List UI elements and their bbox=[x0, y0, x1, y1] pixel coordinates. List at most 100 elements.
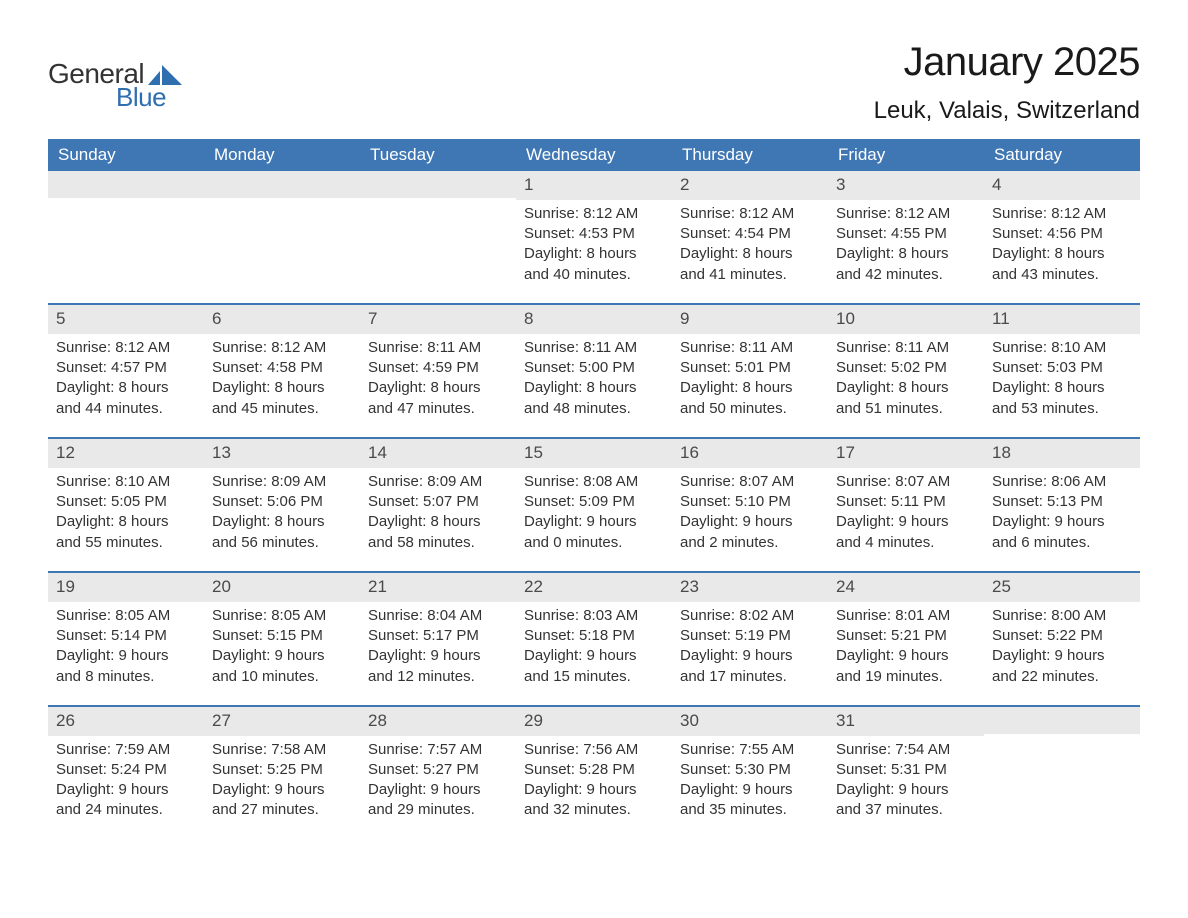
day-cell: 4Sunrise: 8:12 AMSunset: 4:56 PMDaylight… bbox=[984, 171, 1140, 303]
sunrise-line: Sunrise: 7:57 AM bbox=[368, 740, 508, 760]
sunrise-line: Sunrise: 8:12 AM bbox=[680, 204, 820, 224]
sunset-line: Sunset: 5:30 PM bbox=[680, 760, 820, 780]
sunrise-line: Sunrise: 8:09 AM bbox=[368, 472, 508, 492]
weekday-header: Friday bbox=[828, 139, 984, 171]
day-cell: 20Sunrise: 8:05 AMSunset: 5:15 PMDayligh… bbox=[204, 573, 360, 705]
day-cell: 25Sunrise: 8:00 AMSunset: 5:22 PMDayligh… bbox=[984, 573, 1140, 705]
day-cell: 7Sunrise: 8:11 AMSunset: 4:59 PMDaylight… bbox=[360, 305, 516, 437]
day-number: 14 bbox=[360, 439, 516, 468]
logo: General Blue bbox=[48, 40, 182, 113]
day-number: 6 bbox=[204, 305, 360, 334]
day-body: Sunrise: 8:00 AMSunset: 5:22 PMDaylight:… bbox=[984, 602, 1140, 705]
sunrise-line: Sunrise: 8:12 AM bbox=[212, 338, 352, 358]
sunrise-line: Sunrise: 8:07 AM bbox=[836, 472, 976, 492]
weekday-header: Saturday bbox=[984, 139, 1140, 171]
day-body: Sunrise: 8:11 AMSunset: 5:02 PMDaylight:… bbox=[828, 334, 984, 437]
page-title: January 2025 bbox=[874, 40, 1140, 85]
day-body: Sunrise: 8:05 AMSunset: 5:14 PMDaylight:… bbox=[48, 602, 204, 705]
daylight-line: Daylight: 8 hours and 45 minutes. bbox=[212, 378, 352, 419]
day-body: Sunrise: 8:10 AMSunset: 5:03 PMDaylight:… bbox=[984, 334, 1140, 437]
daylight-line: Daylight: 9 hours and 15 minutes. bbox=[524, 646, 664, 687]
sunset-line: Sunset: 5:19 PM bbox=[680, 626, 820, 646]
sunset-line: Sunset: 5:03 PM bbox=[992, 358, 1132, 378]
daylight-line: Daylight: 9 hours and 29 minutes. bbox=[368, 780, 508, 821]
day-number: 22 bbox=[516, 573, 672, 602]
day-number bbox=[360, 171, 516, 198]
sunset-line: Sunset: 4:58 PM bbox=[212, 358, 352, 378]
day-number bbox=[204, 171, 360, 198]
day-number: 8 bbox=[516, 305, 672, 334]
daylight-line: Daylight: 9 hours and 4 minutes. bbox=[836, 512, 976, 553]
sunrise-line: Sunrise: 8:11 AM bbox=[836, 338, 976, 358]
weekday-header: Sunday bbox=[48, 139, 204, 171]
day-cell: 1Sunrise: 8:12 AMSunset: 4:53 PMDaylight… bbox=[516, 171, 672, 303]
day-number: 18 bbox=[984, 439, 1140, 468]
weekday-header: Tuesday bbox=[360, 139, 516, 171]
daylight-line: Daylight: 9 hours and 32 minutes. bbox=[524, 780, 664, 821]
day-number: 13 bbox=[204, 439, 360, 468]
sunrise-line: Sunrise: 8:09 AM bbox=[212, 472, 352, 492]
daylight-line: Daylight: 9 hours and 2 minutes. bbox=[680, 512, 820, 553]
sunset-line: Sunset: 4:57 PM bbox=[56, 358, 196, 378]
sunset-line: Sunset: 4:59 PM bbox=[368, 358, 508, 378]
day-body: Sunrise: 7:58 AMSunset: 5:25 PMDaylight:… bbox=[204, 736, 360, 839]
sunrise-line: Sunrise: 7:56 AM bbox=[524, 740, 664, 760]
day-cell: 30 Sunrise: 7:55 AMSunset: 5:30 PMDayligh… bbox=[672, 707, 828, 839]
day-cell: 21Sunrise: 8:04 AMSunset: 5:17 PMDayligh… bbox=[360, 573, 516, 705]
sunrise-line: Sunrise: 7:55 AM bbox=[680, 740, 820, 760]
day-body: Sunrise: 8:06 AMSunset: 5:13 PMDaylight:… bbox=[984, 468, 1140, 571]
day-body: Sunrise: 7:59 AMSunset: 5:24 PMDaylight:… bbox=[48, 736, 204, 839]
day-cell: 12Sunrise: 8:10 AMSunset: 5:05 PMDayligh… bbox=[48, 439, 204, 571]
day-number: 3 bbox=[828, 171, 984, 200]
day-body: Sunrise: 7:54 AMSunset: 5:31 PMDaylight:… bbox=[828, 736, 984, 839]
daylight-line: Daylight: 9 hours and 17 minutes. bbox=[680, 646, 820, 687]
sunset-line: Sunset: 5:07 PM bbox=[368, 492, 508, 512]
day-cell bbox=[360, 171, 516, 303]
day-cell: 23Sunrise: 8:02 AMSunset: 5:19 PMDayligh… bbox=[672, 573, 828, 705]
day-cell: 18Sunrise: 8:06 AMSunset: 5:13 PMDayligh… bbox=[984, 439, 1140, 571]
sunset-line: Sunset: 5:13 PM bbox=[992, 492, 1132, 512]
day-cell: 24Sunrise: 8:01 AMSunset: 5:21 PMDayligh… bbox=[828, 573, 984, 705]
sunrise-line: Sunrise: 7:59 AM bbox=[56, 740, 196, 760]
sunrise-line: Sunrise: 8:06 AM bbox=[992, 472, 1132, 492]
daylight-line: Daylight: 8 hours and 47 minutes. bbox=[368, 378, 508, 419]
day-cell: 31Sunrise: 7:54 AMSunset: 5:31 PMDayligh… bbox=[828, 707, 984, 839]
day-cell bbox=[204, 171, 360, 303]
sunrise-line: Sunrise: 8:05 AM bbox=[212, 606, 352, 626]
day-cell: 6 Sunrise: 8:12 AMSunset: 4:58 PMDaylight… bbox=[204, 305, 360, 437]
day-number: 30 bbox=[672, 707, 828, 736]
day-cell: 9Sunrise: 8:11 AMSunset: 5:01 PMDaylight… bbox=[672, 305, 828, 437]
sunrise-line: Sunrise: 8:02 AM bbox=[680, 606, 820, 626]
daylight-line: Daylight: 9 hours and 35 minutes. bbox=[680, 780, 820, 821]
daylight-line: Daylight: 9 hours and 22 minutes. bbox=[992, 646, 1132, 687]
day-cell: 22Sunrise: 8:03 AMSunset: 5:18 PMDayligh… bbox=[516, 573, 672, 705]
day-body: Sunrise: 8:07 AMSunset: 5:10 PMDaylight:… bbox=[672, 468, 828, 571]
daylight-line: Daylight: 8 hours and 51 minutes. bbox=[836, 378, 976, 419]
day-number: 27 bbox=[204, 707, 360, 736]
day-cell: 8Sunrise: 8:11 AMSunset: 5:00 PMDaylight… bbox=[516, 305, 672, 437]
sunrise-line: Sunrise: 8:12 AM bbox=[992, 204, 1132, 224]
weeks-container: 1Sunrise: 8:12 AMSunset: 4:53 PMDaylight… bbox=[48, 171, 1140, 839]
day-cell: 17Sunrise: 8:07 AMSunset: 5:11 PMDayligh… bbox=[828, 439, 984, 571]
day-cell: 16Sunrise: 8:07 AMSunset: 5:10 PMDayligh… bbox=[672, 439, 828, 571]
day-number: 5 bbox=[48, 305, 204, 334]
day-number: 10 bbox=[828, 305, 984, 334]
day-cell: 26Sunrise: 7:59 AMSunset: 5:24 PMDayligh… bbox=[48, 707, 204, 839]
logo-flag-icon bbox=[148, 65, 182, 85]
daylight-line: Daylight: 9 hours and 24 minutes. bbox=[56, 780, 196, 821]
logo-word-blue: Blue bbox=[116, 82, 166, 113]
day-number: 19 bbox=[48, 573, 204, 602]
day-body: Sunrise: 8:02 AMSunset: 5:19 PMDaylight:… bbox=[672, 602, 828, 705]
header: General Blue January 2025 Leuk, Valais, … bbox=[48, 40, 1140, 125]
daylight-line: Daylight: 9 hours and 19 minutes. bbox=[836, 646, 976, 687]
day-body: Sunrise: 8:12 AMSunset: 4:56 PMDaylight:… bbox=[984, 200, 1140, 303]
sunset-line: Sunset: 4:56 PM bbox=[992, 224, 1132, 244]
sunset-line: Sunset: 5:11 PM bbox=[836, 492, 976, 512]
day-number: 25 bbox=[984, 573, 1140, 602]
day-number: 20 bbox=[204, 573, 360, 602]
sunset-line: Sunset: 5:17 PM bbox=[368, 626, 508, 646]
day-number: 4 bbox=[984, 171, 1140, 200]
sunset-line: Sunset: 5:09 PM bbox=[524, 492, 664, 512]
day-number: 28 bbox=[360, 707, 516, 736]
sunrise-line: Sunrise: 8:10 AM bbox=[992, 338, 1132, 358]
